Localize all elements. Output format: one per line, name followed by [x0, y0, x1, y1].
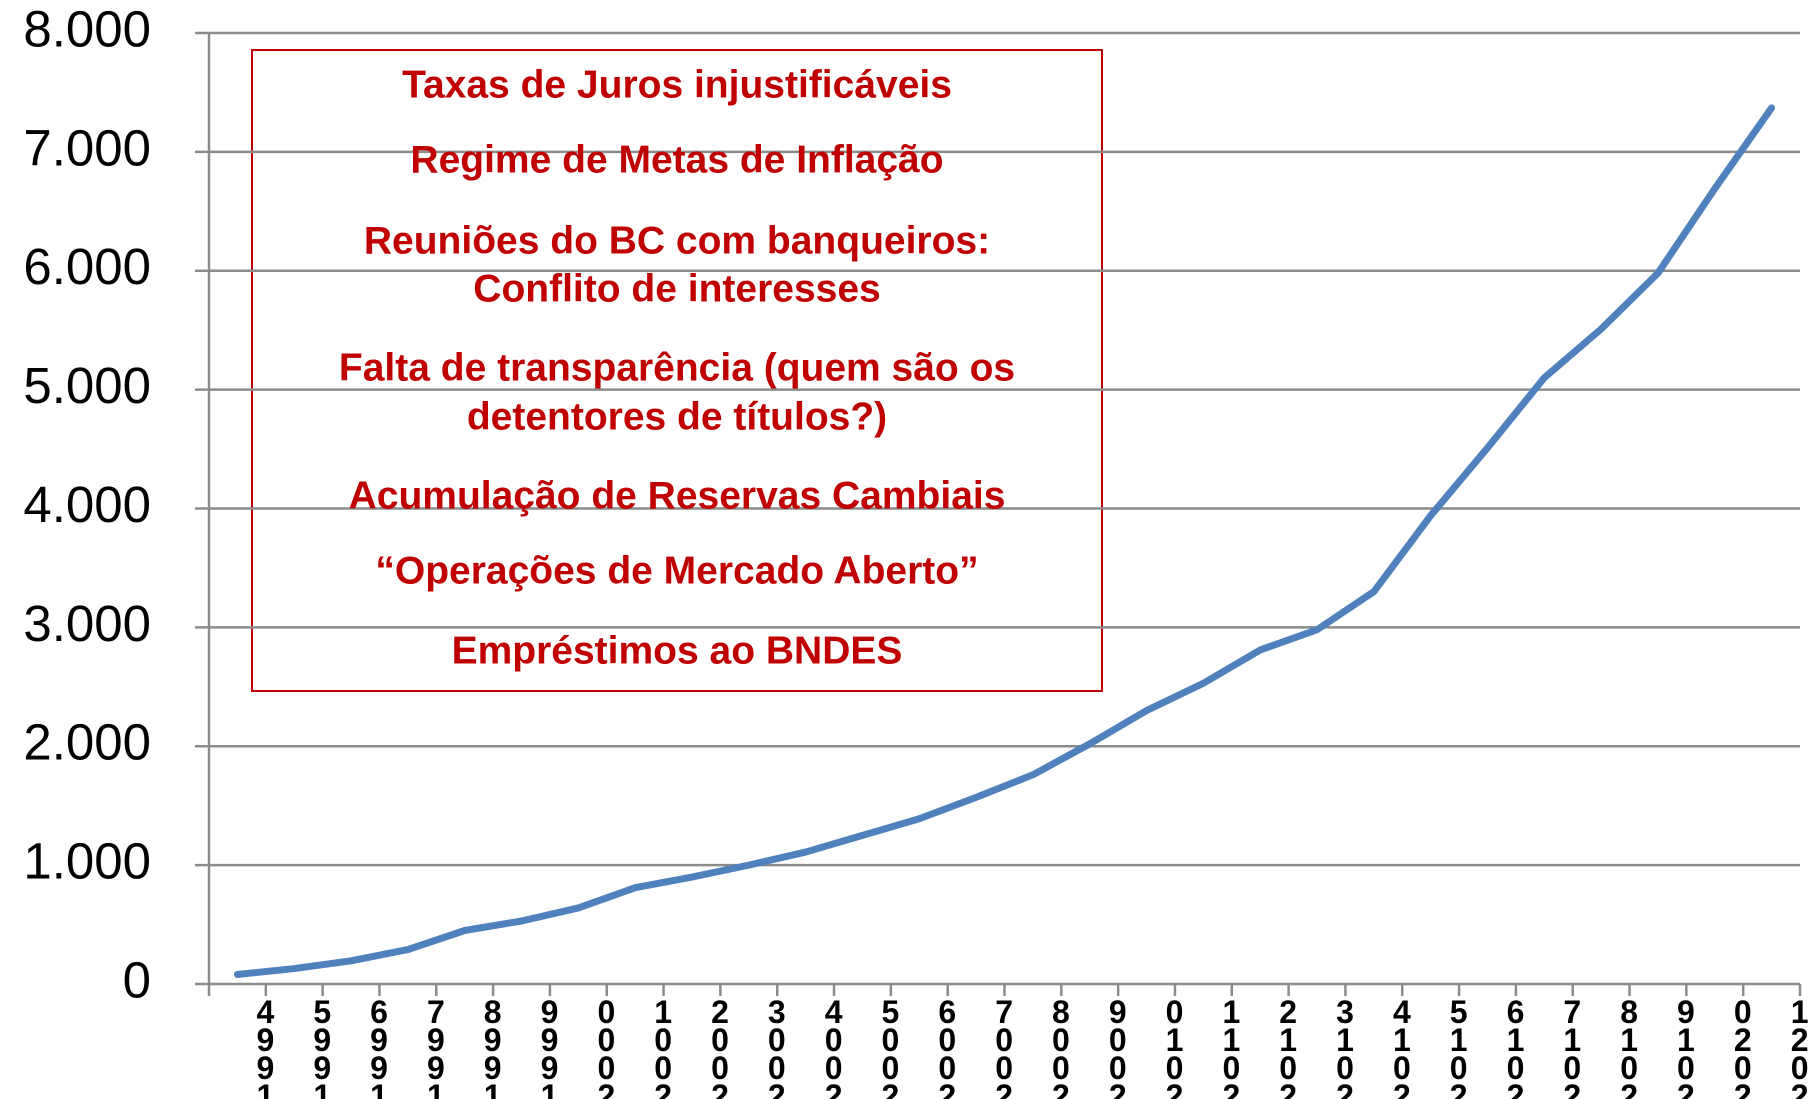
annotation-text: Falta de transparência (quem são os	[339, 346, 1015, 389]
annotation-box	[251, 49, 1103, 692]
y-tick-label: 5.000	[23, 357, 151, 414]
y-tick-label: 8.000	[23, 0, 151, 57]
y-tick-label: 0	[123, 951, 151, 1008]
annotation-text: Conflito de interesses	[473, 267, 880, 310]
y-tick-label: 4.000	[23, 476, 151, 533]
y-tick-label: 7.000	[23, 119, 151, 176]
annotation-text: Reuniões do BC com banqueiros:	[364, 219, 990, 262]
series-line	[233, 104, 1776, 978]
annotation-text: Regime de Metas de Inflação	[410, 138, 943, 181]
annotation-text: “Operações de Mercado Aberto”	[375, 549, 978, 592]
annotation-text: Acumulação de Reservas Cambiais	[349, 474, 1006, 517]
annotation-text: detentores de títulos?)	[467, 395, 887, 438]
annotation-text: Taxas de Juros injustificáveis	[402, 63, 952, 106]
y-tick-label: 3.000	[23, 595, 151, 652]
annotation-text: Empréstimos ao BNDES	[452, 629, 903, 672]
y-tick-label: 1.000	[23, 833, 151, 890]
y-tick-label: 6.000	[23, 238, 151, 295]
y-tick-label: 2.000	[23, 714, 151, 771]
